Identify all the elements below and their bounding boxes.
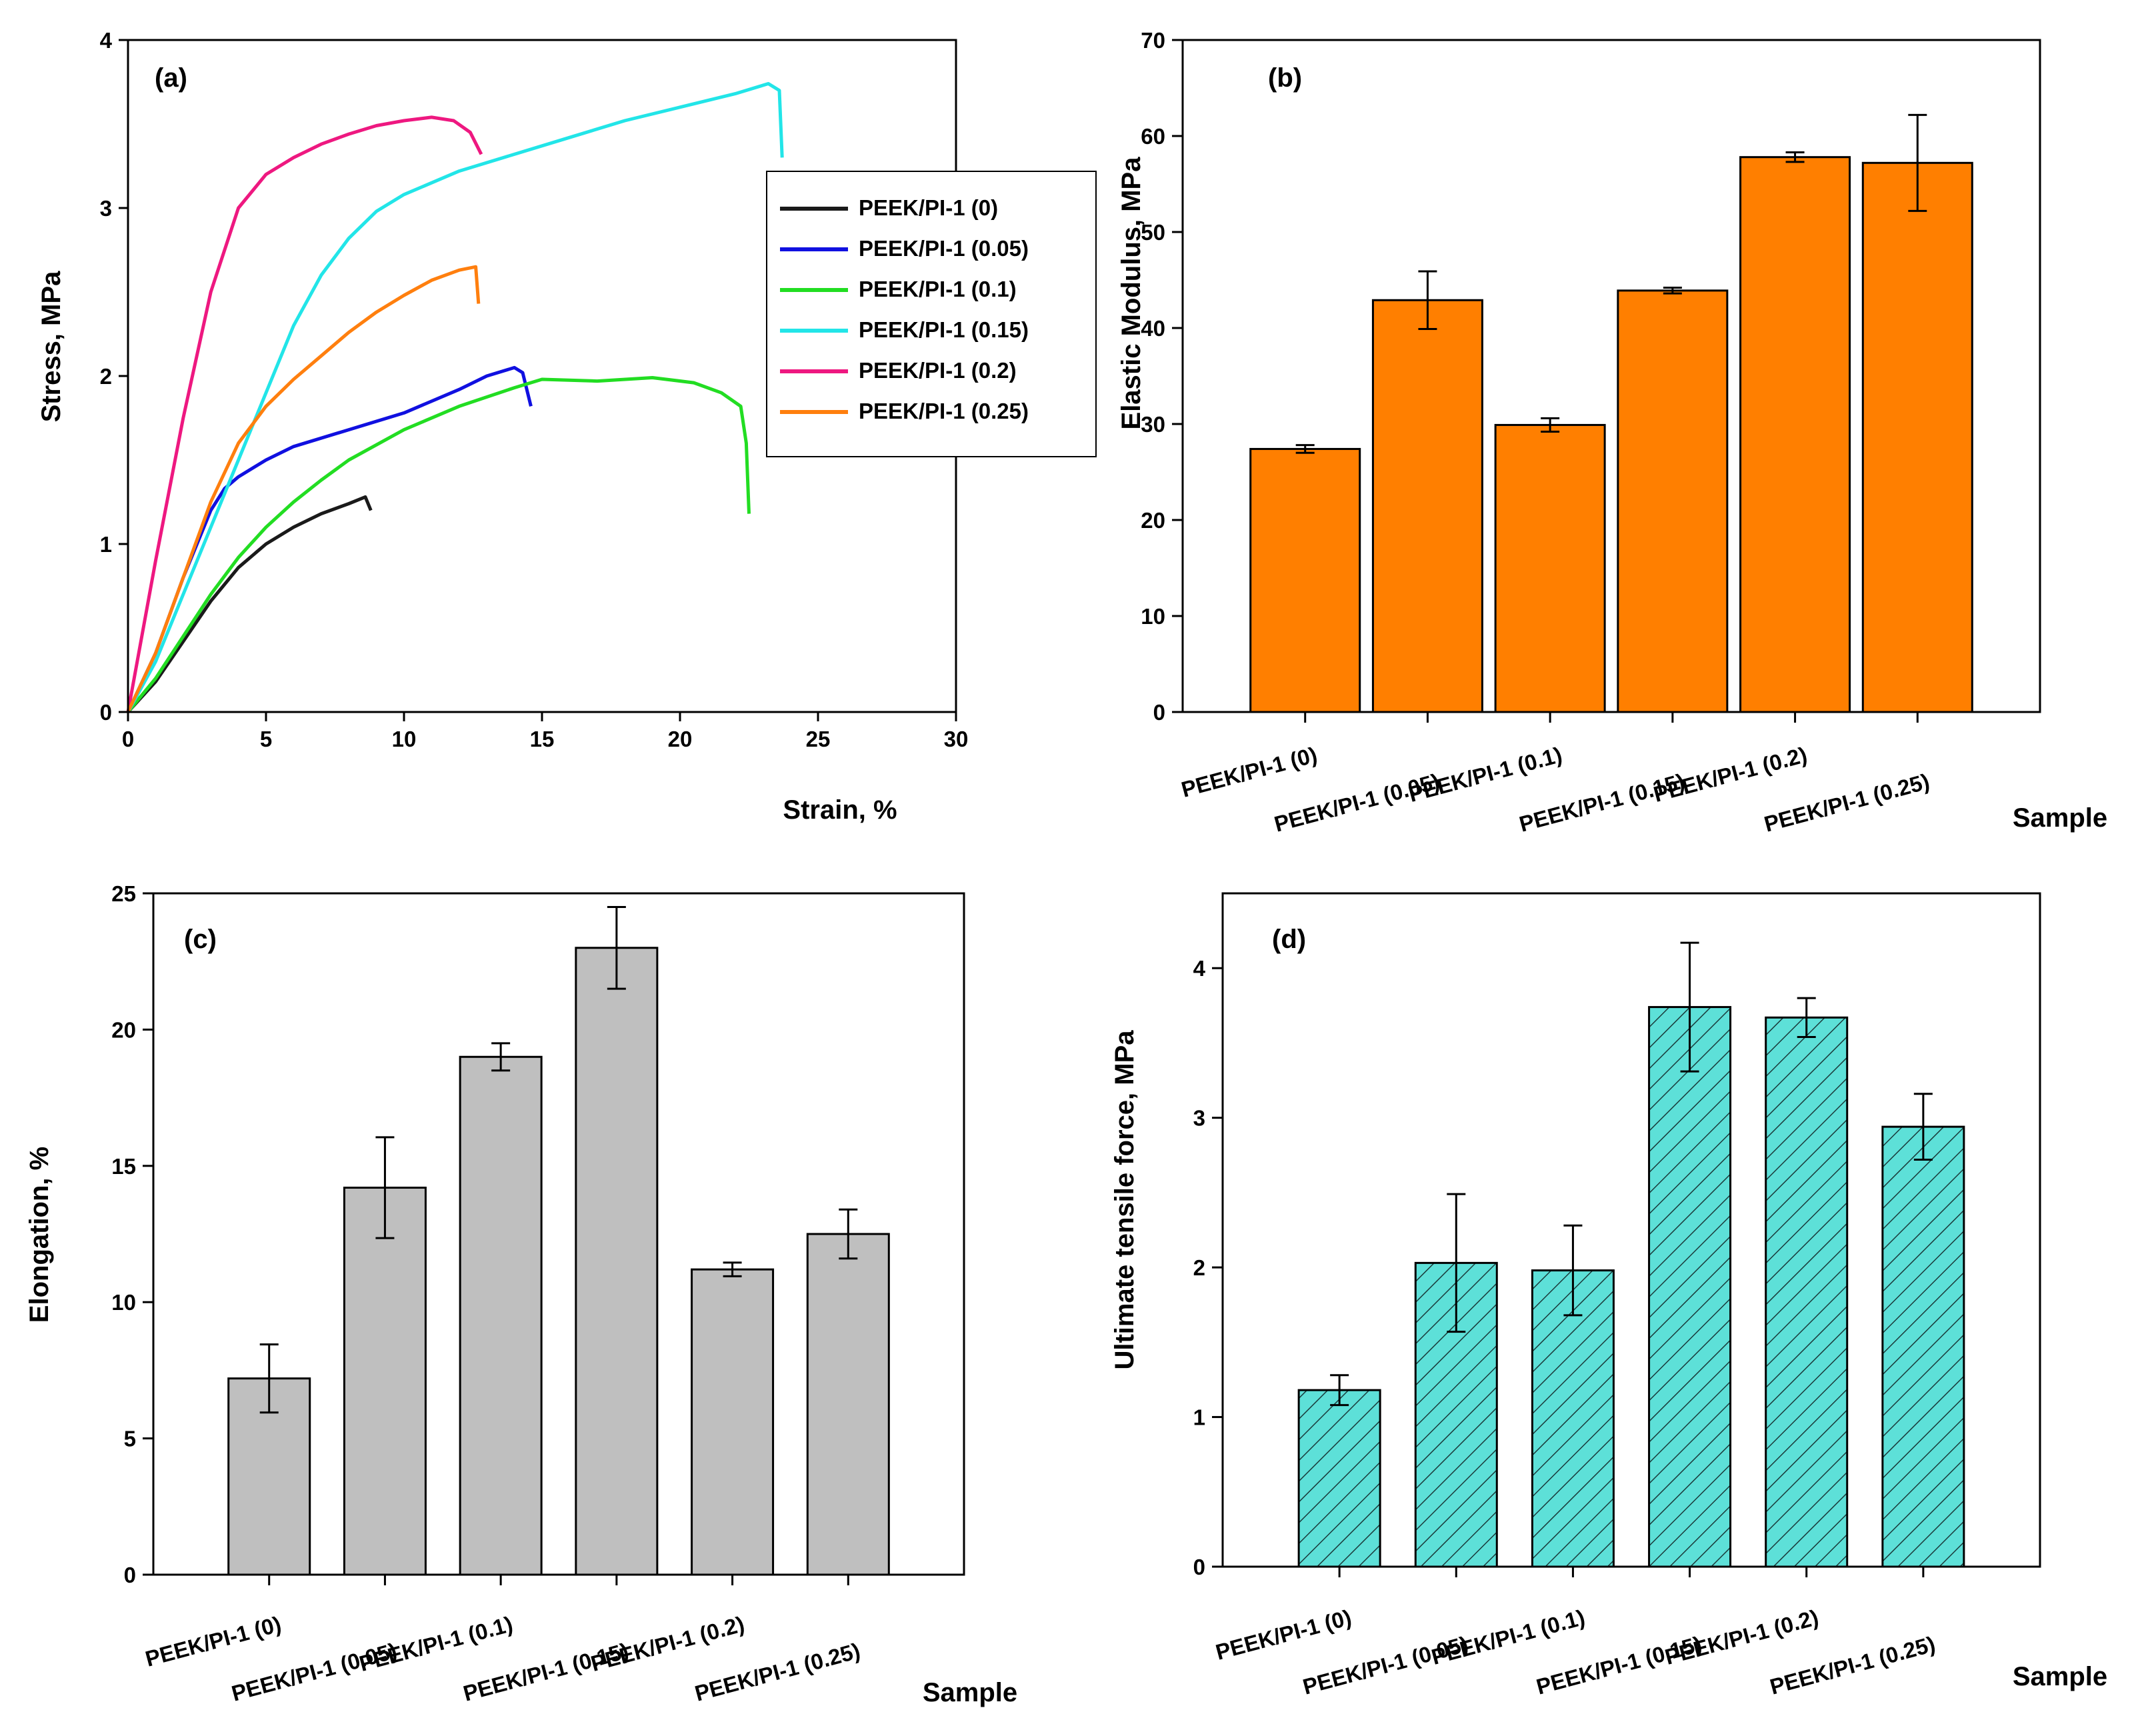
legend-label-0: PEEK/PI-1 (0) xyxy=(859,195,998,220)
x-tick-label: 5 xyxy=(260,727,272,751)
bar-2 xyxy=(1531,1269,1615,1568)
y-tick-label: 60 xyxy=(1141,124,1165,149)
bar-4 xyxy=(1765,1016,1849,1568)
y-tick-label: 70 xyxy=(1141,28,1165,53)
bar-0 xyxy=(1297,1389,1381,1568)
category-label-0: PEEK/PI-1 (0) xyxy=(143,1611,284,1671)
panel-d-frame xyxy=(1221,892,2041,1568)
x-tick-label: 20 xyxy=(668,727,693,751)
panel-c-tag: (c) xyxy=(184,925,217,954)
panel-b-xlabel: Sample xyxy=(2013,803,2107,833)
y-tick-label: 1 xyxy=(1193,1405,1205,1430)
y-tick-label: 0 xyxy=(124,1563,136,1587)
y-tick-label: 15 xyxy=(111,1154,136,1179)
bar-4 xyxy=(1739,156,1851,713)
bar-3 xyxy=(1648,1006,1732,1568)
panel-c-ylabel: Elongation, % xyxy=(25,1147,54,1323)
panel-b-frame xyxy=(1181,39,2041,713)
series-line-4 xyxy=(126,115,483,713)
legend-items: PEEK/PI-1 (0) PEEK/PI-1 (0.05) PEEK/PI-1 (… xyxy=(780,195,1029,423)
y-tick-label: 3 xyxy=(100,196,112,221)
series-line-5 xyxy=(126,265,481,713)
legend-label-4: PEEK/PI-1 (0.2) xyxy=(859,358,1017,383)
y-tick-label: 2 xyxy=(1193,1255,1205,1280)
x-tick-label: 10 xyxy=(392,727,417,751)
panel-d-bars xyxy=(1297,941,1965,1568)
y-tick-label: 4 xyxy=(1193,956,1206,981)
y-tick-label: 0 xyxy=(1153,700,1165,725)
panel-d-xlabel: Sample xyxy=(2013,1662,2107,1691)
bar-4 xyxy=(691,1268,775,1576)
y-tick-label: 2 xyxy=(100,364,112,389)
category-label-5: PEEK/PI-1 (0.25) xyxy=(1761,769,1932,837)
y-tick-label: 10 xyxy=(111,1290,136,1315)
panel-c-xlabel: Sample xyxy=(923,1678,1017,1707)
y-tick-label: 50 xyxy=(1141,220,1165,245)
panel-a-ticks: 0 5 10 15 20 25 30 0 1 2 3 4 xyxy=(100,28,969,751)
panel-a-tag: (a) xyxy=(155,63,187,93)
y-tick-label: 4 xyxy=(100,28,113,53)
panel-d-ylabel: Ultimate tensile force, MPa xyxy=(1110,1030,1139,1370)
bar-3 xyxy=(1617,289,1729,713)
series-line-0 xyxy=(127,495,373,713)
legend-label-1: PEEK/PI-1 (0.05) xyxy=(859,236,1029,261)
bar-3 xyxy=(575,947,659,1576)
y-tick-label: 30 xyxy=(1141,412,1165,437)
y-tick-label: 20 xyxy=(1141,508,1165,533)
panel-b-ylabel: Elastic Modulus, MPa xyxy=(1117,157,1146,430)
bar-1 xyxy=(343,1187,427,1576)
legend-box xyxy=(766,171,1097,457)
x-tick-label: 30 xyxy=(944,727,969,751)
y-tick-label: 0 xyxy=(100,700,112,725)
panel-d: PEEK/PI-1 (0)PEEK/PI-1 (0.05)PEEK/PI-1 (… xyxy=(1110,892,2107,1699)
y-tick-label: 10 xyxy=(1141,604,1165,629)
x-tick-label: 25 xyxy=(806,727,831,751)
bar-2 xyxy=(459,1055,543,1576)
legend-label-3: PEEK/PI-1 (0.15) xyxy=(859,317,1029,342)
y-tick-label: 40 xyxy=(1141,316,1165,341)
y-tick-label: 20 xyxy=(111,1017,136,1042)
category-label-5: PEEK/PI-1 (0.25) xyxy=(692,1638,863,1706)
category-label-5: PEEK/PI-1 (0.25) xyxy=(1767,1631,1938,1699)
legend-label-2: PEEK/PI-1 (0.1) xyxy=(859,277,1017,301)
bar-5 xyxy=(806,1233,890,1576)
bar-5 xyxy=(1861,161,1973,713)
bar-2 xyxy=(1494,423,1606,713)
panel-a-ylabel: Stress, MPa xyxy=(37,271,66,423)
y-tick-label: 25 xyxy=(111,881,136,906)
x-tick-label: 15 xyxy=(530,727,555,751)
panel-c: PEEK/PI-1 (0)PEEK/PI-1 (0.05)PEEK/PI-1 (… xyxy=(25,881,1017,1707)
series-line-2 xyxy=(127,376,751,713)
category-label-0: PEEK/PI-1 (0) xyxy=(1179,742,1320,802)
y-tick-label: 5 xyxy=(124,1427,136,1451)
bar-0 xyxy=(1249,447,1361,713)
series-line-3 xyxy=(126,82,784,713)
panel-a-xlabel: Strain, % xyxy=(783,795,897,825)
panel-b: PEEK/PI-1 (0)PEEK/PI-1 (0.05)PEEK/PI-1 (… xyxy=(1117,28,2107,837)
category-label-0: PEEK/PI-1 (0) xyxy=(1213,1605,1354,1665)
panel-d-tag: (d) xyxy=(1272,925,1306,954)
y-tick-label: 3 xyxy=(1193,1106,1205,1131)
x-tick-label: 0 xyxy=(122,727,134,751)
y-tick-label: 1 xyxy=(100,532,112,557)
legend-label-5: PEEK/PI-1 (0.25) xyxy=(859,399,1029,423)
panel-c-frame xyxy=(152,892,965,1576)
bar-1 xyxy=(1371,299,1483,713)
bar-5 xyxy=(1881,1125,1965,1568)
series-line-1 xyxy=(126,365,533,713)
y-tick-label: 0 xyxy=(1193,1555,1205,1579)
panel-a-marks xyxy=(126,82,784,713)
panel-b-bars xyxy=(1249,113,1973,713)
panel-b-tag: (b) xyxy=(1268,63,1302,93)
panel-a-legend: PEEK/PI-1 (0) PEEK/PI-1 (0.05) PEEK/PI-1 (… xyxy=(766,171,1097,457)
panel-c-bars xyxy=(227,905,890,1576)
